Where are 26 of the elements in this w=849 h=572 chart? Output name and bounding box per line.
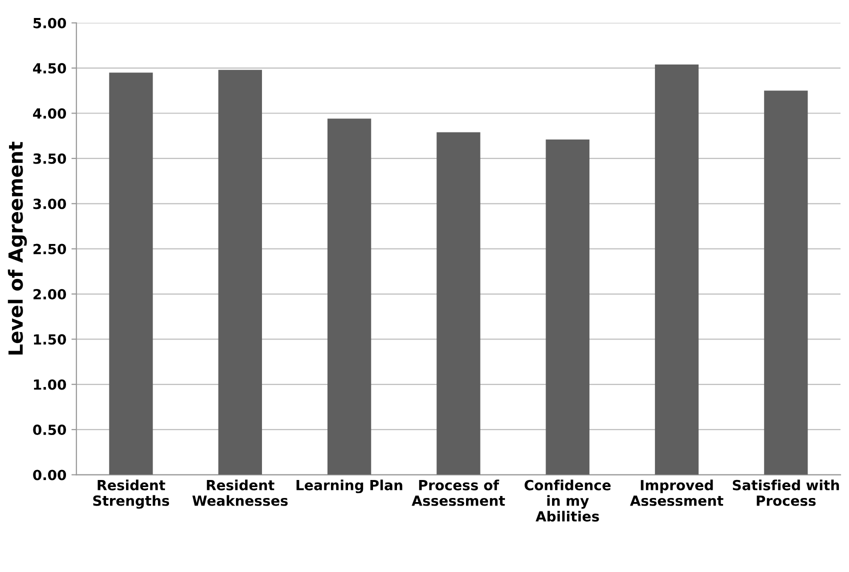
x-tick-label: Confidence in my Abilities	[524, 480, 611, 522]
bar	[109, 72, 153, 475]
y-tick-label: 2.50	[34, 244, 66, 254]
y-tick-label: 2.00	[34, 288, 66, 300]
x-tick-label: Process of Assessment	[412, 480, 505, 506]
x-tick-label: Resident Weaknesses	[192, 480, 288, 506]
y-tick-label: 1.00	[34, 379, 66, 390]
y-tick-label: 1.50	[34, 334, 66, 345]
bar	[436, 132, 480, 475]
bar	[327, 118, 372, 475]
bar	[654, 64, 699, 475]
y-tick-label: 3.00	[33, 198, 66, 210]
y-tick-label: 0.00	[33, 470, 66, 480]
bar	[218, 70, 262, 475]
y-tick-label: 3.50	[33, 153, 66, 164]
y-tick-label: 4.00	[33, 108, 66, 119]
x-tick-label: Resident Strengths	[93, 480, 170, 509]
y-axis-title: Level of Agreement	[8, 142, 27, 355]
x-tick-label: Learning Plan	[296, 480, 402, 494]
y-tick-label: 4.50	[33, 63, 66, 74]
bar	[546, 139, 590, 475]
y-tick-label: 5.00	[33, 18, 66, 28]
bar	[764, 90, 808, 475]
x-tick-label: Improved Assessment	[630, 480, 724, 506]
x-tick-label: Satisfied with Process	[732, 480, 839, 506]
y-tick-label: 0.50	[33, 424, 66, 436]
